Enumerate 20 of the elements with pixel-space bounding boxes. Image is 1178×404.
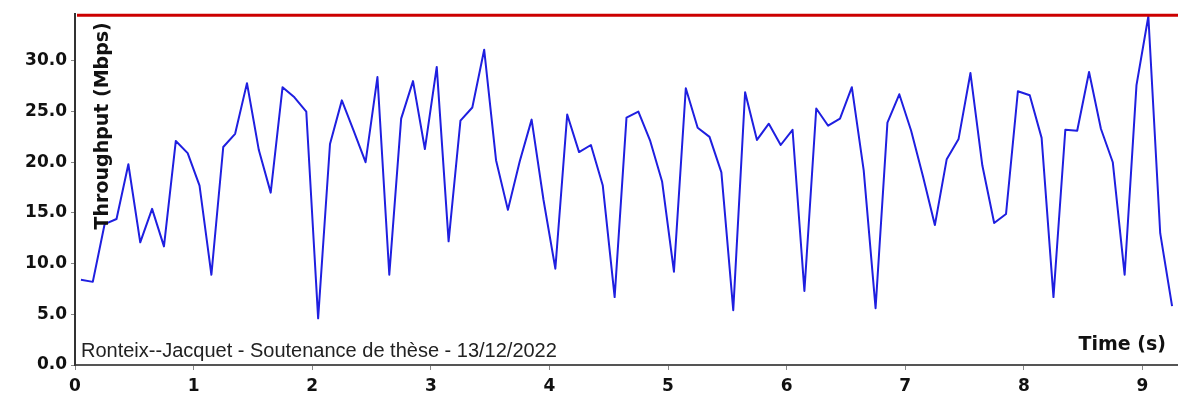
annotation: Ronteix--Jacquet - Soutenance de thèse - 13/12/2022 [81, 338, 557, 361]
y-tick-label: 0.0 [36, 353, 68, 374]
y-tick-label: 15.0 [25, 201, 68, 222]
y-tick-label: 5.0 [36, 302, 68, 323]
x-tick-label: 5 [662, 374, 674, 395]
y-axis-title: Throughput (Mbps) [89, 22, 112, 230]
x-tick-label: 0 [69, 374, 82, 395]
x-tick-label: 4 [543, 374, 556, 395]
x-axis-title: Time (s) [1078, 332, 1166, 355]
x-tick-label: 7 [899, 374, 912, 395]
x-tick-label: 2 [306, 374, 319, 395]
y-tick-label: 25.0 [25, 99, 68, 120]
y-tick-label: 30.0 [25, 49, 68, 70]
x-tick-label: 9 [1136, 374, 1149, 395]
y-tick-label: 10.0 [25, 252, 68, 273]
x-tick-label: 6 [780, 374, 793, 395]
y-tick-label: 20.0 [25, 150, 68, 171]
x-tick-label: 3 [424, 374, 437, 395]
x-tick-label: 8 [1017, 374, 1030, 395]
x-tick-label: 1 [187, 374, 200, 395]
